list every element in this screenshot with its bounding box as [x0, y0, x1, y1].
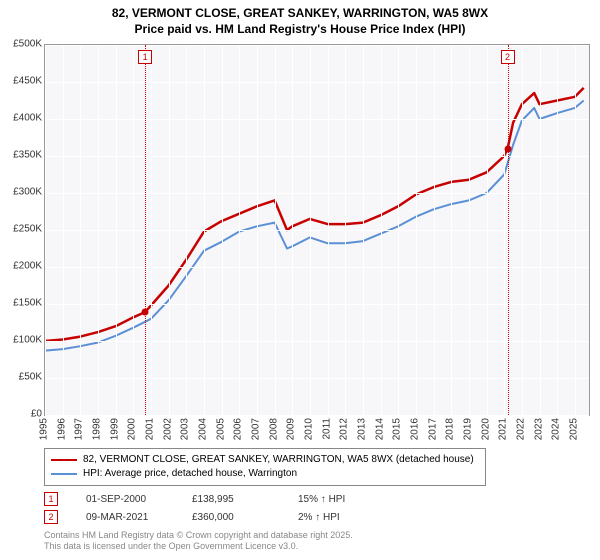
- event-number-box: 2: [501, 50, 515, 64]
- y-tick-label: £100K: [13, 335, 42, 346]
- event-pct: 15% ↑ HPI: [298, 494, 376, 505]
- y-tick-label: £300K: [13, 187, 42, 198]
- x-tick-label: 2001: [144, 418, 155, 440]
- title-line-2: Price paid vs. HM Land Registry's House …: [0, 22, 600, 38]
- legend: 82, VERMONT CLOSE, GREAT SANKEY, WARRING…: [44, 448, 486, 486]
- y-tick-label: £450K: [13, 76, 42, 87]
- legend-row-1: 82, VERMONT CLOSE, GREAT SANKEY, WARRING…: [51, 453, 479, 467]
- chart-container: 82, VERMONT CLOSE, GREAT SANKEY, WARRING…: [0, 0, 600, 560]
- marker-legend-row: 2 09-MAR-2021 £360,000 2% ↑ HPI: [44, 508, 588, 526]
- x-tick-label: 2005: [215, 418, 226, 440]
- attribution: Contains HM Land Registry data © Crown c…: [44, 530, 353, 553]
- x-tick-label: 2014: [374, 418, 385, 440]
- x-tick-label: 2004: [197, 418, 208, 440]
- y-tick-label: £500K: [13, 39, 42, 50]
- event-date: 09-MAR-2021: [86, 512, 164, 523]
- event-vline: [145, 45, 146, 415]
- event-pct: 2% ↑ HPI: [298, 512, 376, 523]
- event-price: £360,000: [192, 512, 270, 523]
- x-tick-label: 2009: [286, 418, 297, 440]
- x-tick-label: 1996: [56, 418, 67, 440]
- event-number-box: 1: [138, 50, 152, 64]
- plot-area: 12: [44, 44, 590, 416]
- chart-title: 82, VERMONT CLOSE, GREAT SANKEY, WARRING…: [0, 0, 600, 37]
- x-tick-label: 2010: [303, 418, 314, 440]
- x-tick-label: 2012: [339, 418, 350, 440]
- legend-label-2: HPI: Average price, detached house, Warr…: [83, 467, 297, 481]
- legend-swatch-2: [51, 473, 77, 475]
- series-line: [45, 101, 584, 351]
- event-vline: [508, 45, 509, 415]
- x-tick-label: 2006: [233, 418, 244, 440]
- x-tick-label: 2022: [515, 418, 526, 440]
- x-tick-label: 2011: [321, 418, 332, 440]
- x-tick-label: 2003: [180, 418, 191, 440]
- event-price: £138,995: [192, 494, 270, 505]
- event-date: 01-SEP-2000: [86, 494, 164, 505]
- x-tick-label: 2019: [462, 418, 473, 440]
- title-line-1: 82, VERMONT CLOSE, GREAT SANKEY, WARRING…: [0, 6, 600, 22]
- x-tick-label: 2008: [268, 418, 279, 440]
- y-tick-label: £200K: [13, 261, 42, 272]
- x-tick-label: 2017: [427, 418, 438, 440]
- x-tick-label: 2015: [392, 418, 403, 440]
- x-tick-label: 2016: [409, 418, 420, 440]
- price-point-marker: [504, 145, 511, 152]
- attribution-line-1: Contains HM Land Registry data © Crown c…: [44, 530, 353, 541]
- legend-row-2: HPI: Average price, detached house, Warr…: [51, 467, 479, 481]
- event-number-box: 1: [44, 492, 58, 506]
- x-tick-label: 1999: [109, 418, 120, 440]
- x-tick-label: 1998: [91, 418, 102, 440]
- event-number-box: 2: [44, 510, 58, 524]
- x-tick-label: 1995: [39, 418, 50, 440]
- x-tick-label: 2013: [356, 418, 367, 440]
- x-tick-label: 2025: [568, 418, 579, 440]
- x-tick-label: 2020: [480, 418, 491, 440]
- y-tick-label: £400K: [13, 113, 42, 124]
- x-tick-label: 2002: [162, 418, 173, 440]
- price-point-marker: [142, 309, 149, 316]
- x-tick-label: 2007: [250, 418, 261, 440]
- x-tick-label: 2021: [498, 418, 509, 440]
- marker-legend-row: 1 01-SEP-2000 £138,995 15% ↑ HPI: [44, 490, 588, 508]
- x-tick-label: 2018: [445, 418, 456, 440]
- x-tick-label: 2023: [533, 418, 544, 440]
- x-tick-label: 2000: [127, 418, 138, 440]
- y-tick-label: £250K: [13, 224, 42, 235]
- legend-label-1: 82, VERMONT CLOSE, GREAT SANKEY, WARRING…: [83, 453, 474, 467]
- y-tick-label: £150K: [13, 298, 42, 309]
- y-tick-label: £350K: [13, 150, 42, 161]
- attribution-line-2: This data is licensed under the Open Gov…: [44, 541, 353, 552]
- marker-legend: 1 01-SEP-2000 £138,995 15% ↑ HPI 2 09-MAR-202…: [44, 490, 588, 526]
- legend-swatch-1: [51, 459, 77, 462]
- x-tick-label: 1997: [74, 418, 85, 440]
- x-tick-label: 2024: [551, 418, 562, 440]
- y-tick-label: £50K: [19, 372, 42, 383]
